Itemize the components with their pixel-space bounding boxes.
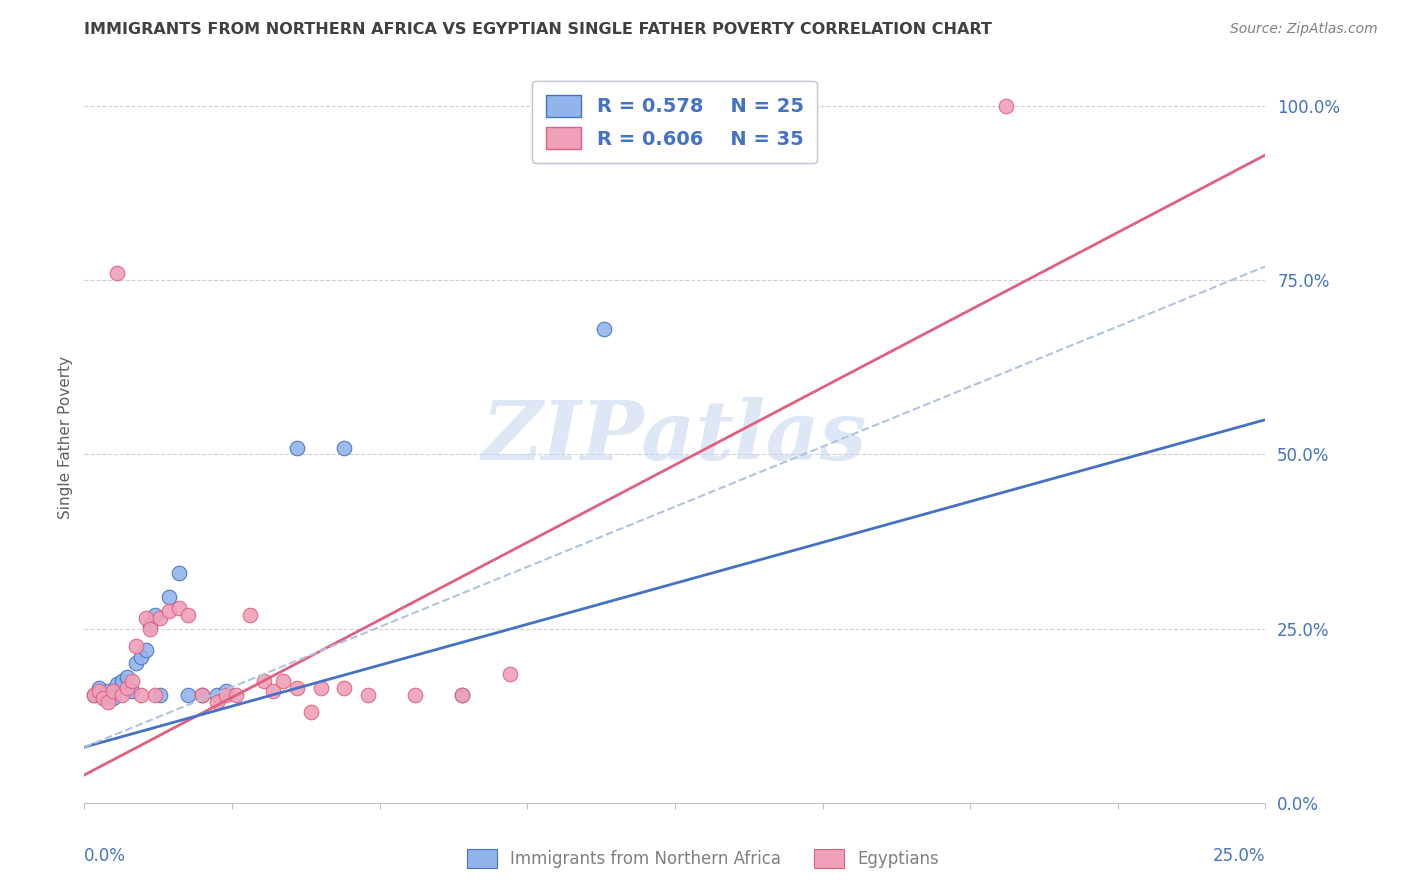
Point (115, 681, 138, 695)
Point (111, 688, 134, 702)
Point (97, 695, 120, 709)
Point (205, 695, 228, 709)
Point (125, 639, 148, 653)
Point (107, 266, 129, 280)
Y-axis label: Single Father Poverty: Single Father Poverty (58, 356, 73, 518)
Point (135, 611, 157, 625)
Point (139, 622, 162, 636)
Point (215, 688, 238, 702)
Point (87, 684, 110, 698)
Point (157, 604, 180, 618)
Point (191, 688, 214, 702)
Point (91, 688, 114, 702)
Point (121, 684, 143, 698)
Point (167, 600, 190, 615)
Point (225, 688, 247, 702)
Point (253, 673, 276, 688)
Point (191, 688, 214, 702)
Point (139, 618, 162, 632)
Point (149, 688, 172, 702)
Point (994, 99, 1017, 113)
Point (91, 691, 114, 706)
Point (285, 681, 308, 695)
Point (215, 684, 238, 698)
Point (285, 441, 308, 455)
Point (299, 705, 322, 719)
Point (177, 607, 200, 622)
Point (498, 667, 520, 681)
Point (404, 688, 426, 702)
Point (157, 591, 180, 605)
Point (101, 691, 124, 706)
Point (115, 670, 138, 684)
Point (143, 688, 166, 702)
Text: 0.0%: 0.0% (84, 847, 127, 864)
Point (333, 681, 356, 695)
Point (167, 566, 190, 580)
Point (111, 673, 134, 688)
Point (177, 688, 200, 702)
Point (107, 677, 129, 691)
Legend: Immigrants from Northern Africa, Egyptians: Immigrants from Northern Africa, Egyptia… (460, 842, 946, 875)
Point (239, 607, 262, 622)
Point (129, 688, 152, 702)
Point (83, 688, 105, 702)
Point (101, 684, 124, 698)
Point (143, 607, 166, 622)
Point (83, 688, 105, 702)
Text: ZIPatlas: ZIPatlas (482, 397, 868, 477)
Point (97, 684, 120, 698)
Point (271, 673, 294, 688)
Point (121, 673, 143, 688)
Point (451, 688, 474, 702)
Point (357, 688, 380, 702)
Point (125, 657, 148, 671)
Legend: R = 0.578    N = 25, R = 0.606    N = 35: R = 0.578 N = 25, R = 0.606 N = 35 (533, 81, 817, 163)
Point (309, 681, 332, 695)
Point (262, 684, 284, 698)
Point (451, 688, 474, 702)
Point (205, 688, 228, 702)
Point (333, 441, 356, 455)
Point (135, 642, 157, 657)
Point (593, 322, 616, 336)
Text: 25.0%: 25.0% (1213, 847, 1265, 864)
Point (87, 681, 110, 695)
Point (129, 649, 152, 664)
Text: Source: ZipAtlas.com: Source: ZipAtlas.com (1230, 22, 1378, 37)
Point (149, 611, 172, 625)
Text: IMMIGRANTS FROM NORTHERN AFRICA VS EGYPTIAN SINGLE FATHER POVERTY CORRELATION CH: IMMIGRANTS FROM NORTHERN AFRICA VS EGYPT… (84, 22, 993, 37)
